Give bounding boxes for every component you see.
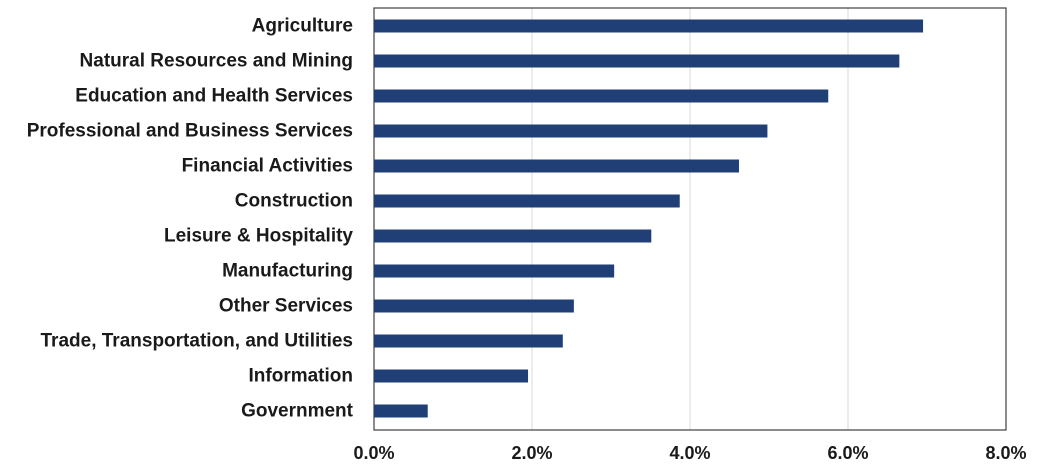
- category-labels: Agriculture Natural Resources and Mining E…: [27, 16, 354, 422]
- bar: [374, 404, 428, 418]
- category-label: Financial Activities: [182, 156, 353, 177]
- bar: [374, 159, 739, 173]
- category-label: Leisure & Hospitality: [164, 226, 353, 247]
- bar: [374, 369, 529, 383]
- category-label: Information: [249, 366, 354, 387]
- bar: [374, 19, 924, 33]
- plot-area-frame: [373, 7, 1007, 431]
- bar: [374, 334, 563, 348]
- bars: [374, 19, 924, 418]
- category-label: Agriculture: [252, 16, 353, 37]
- bar: [374, 264, 615, 278]
- x-tick-label: 0.0%: [353, 443, 394, 463]
- bar: [374, 229, 652, 243]
- x-tick-label: 8.0%: [985, 443, 1026, 463]
- x-tick-label: 6.0%: [827, 443, 868, 463]
- bar: [374, 89, 829, 103]
- bar: [374, 54, 900, 68]
- category-label: Government: [241, 401, 354, 422]
- category-label: Other Services: [219, 296, 353, 317]
- category-label: Natural Resources and Mining: [80, 51, 353, 72]
- x-tick-labels: 0.0% 2.0% 4.0% 6.0% 8.0%: [353, 443, 1026, 463]
- category-label: Manufacturing: [222, 261, 353, 282]
- x-tick-label: 2.0%: [511, 443, 552, 463]
- bar: [374, 194, 680, 208]
- category-label: Trade, Transportation, and Utilities: [41, 331, 354, 352]
- x-tick-label: 4.0%: [669, 443, 710, 463]
- bar: [374, 124, 768, 138]
- category-label: Construction: [235, 191, 353, 212]
- gridlines: [531, 8, 849, 430]
- category-label: Professional and Business Services: [27, 121, 353, 142]
- bar: [374, 299, 574, 313]
- category-label: Education and Health Services: [75, 86, 353, 107]
